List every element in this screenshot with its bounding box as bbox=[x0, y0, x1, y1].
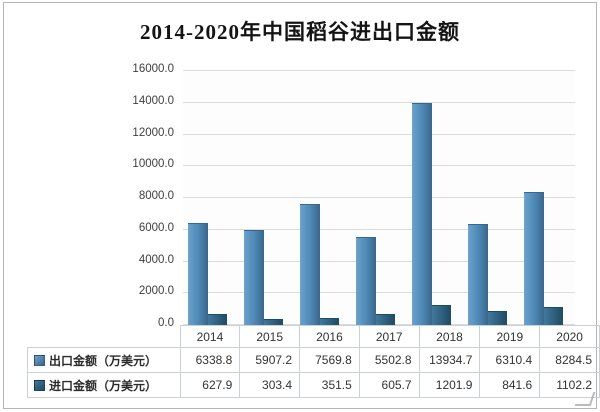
y-tick-label-0.0: 0.0 bbox=[158, 317, 174, 329]
value-import-2016: 351.5 bbox=[299, 372, 360, 398]
value-export-2020: 8284.5 bbox=[539, 347, 600, 373]
bar-export-2020 bbox=[524, 192, 544, 325]
value-import-2020: 1102.2 bbox=[539, 372, 600, 398]
y-tick-label-14000.0: 14000.0 bbox=[132, 94, 174, 107]
bar-import-2014 bbox=[208, 314, 227, 325]
bar-export-2019 bbox=[468, 224, 488, 325]
y-tick-label-2000.0: 2000.0 bbox=[138, 285, 174, 298]
gridline-16000.0 bbox=[183, 70, 575, 71]
value-import-2014: 627.9 bbox=[179, 372, 241, 398]
gridline-2000.0 bbox=[183, 292, 575, 293]
value-export-2014: 6338.8 bbox=[179, 347, 241, 373]
value-export-2016: 7569.8 bbox=[299, 347, 360, 373]
bar-export-2016 bbox=[300, 204, 320, 325]
value-import-2017: 605.7 bbox=[358, 372, 420, 398]
bar-import-2020 bbox=[544, 307, 563, 325]
table-row-import: 进口金额（万美元） 627.9 303.4 351.5 605.7 1201.9 841.6… bbox=[27, 372, 600, 398]
chart-data-table: 2014 2015 2016 2017 2018 2019 2020 出口金额（万美元） 633… bbox=[27, 325, 600, 398]
year-label-2015: 2015 bbox=[239, 325, 301, 348]
table-corner-blank bbox=[28, 326, 181, 348]
bar-export-2018 bbox=[412, 103, 432, 325]
gridline-6000.0 bbox=[183, 229, 575, 230]
year-label-2014: 2014 bbox=[179, 325, 241, 348]
year-label-2019: 2019 bbox=[479, 325, 541, 348]
bar-export-2014 bbox=[188, 223, 208, 325]
value-import-2019: 841.6 bbox=[479, 372, 541, 398]
bar-import-2019 bbox=[488, 311, 507, 325]
gridline-12000.0 bbox=[183, 134, 575, 135]
bar-export-2017 bbox=[356, 237, 376, 325]
y-tick-label-6000.0: 6000.0 bbox=[138, 221, 174, 234]
table-row-years: 2014 2015 2016 2017 2018 2019 2020 bbox=[28, 325, 600, 348]
bar-import-2015 bbox=[264, 319, 283, 325]
year-label-2016: 2016 bbox=[299, 325, 360, 348]
gridline-14000.0 bbox=[183, 102, 575, 103]
y-tick-label-8000.0: 8000.0 bbox=[138, 190, 174, 202]
value-export-2017: 5502.8 bbox=[358, 347, 420, 373]
y-tick-label-12000.0: 12000.0 bbox=[132, 126, 174, 139]
bar-import-2018 bbox=[432, 305, 451, 325]
chart-title: 2014-2020年中国稻谷进出口金额 bbox=[140, 20, 460, 44]
table-row-export: 出口金额（万美元） 6338.8 5907.2 7569.8 5502.8 13934.7… bbox=[27, 347, 600, 373]
gridline-4000.0 bbox=[183, 261, 575, 262]
value-import-2015: 303.4 bbox=[239, 372, 301, 398]
value-export-2015: 5907.2 bbox=[239, 347, 301, 373]
bar-import-2016 bbox=[320, 318, 339, 325]
year-label-2018: 2018 bbox=[418, 325, 481, 348]
year-label-2017: 2017 bbox=[358, 325, 420, 348]
bar-export-2015 bbox=[244, 230, 264, 325]
legend-swatch-import bbox=[34, 379, 45, 391]
year-label-2020: 2020 bbox=[539, 325, 600, 348]
series-label-export: 出口金额（万美元） bbox=[27, 347, 181, 373]
series-label-import: 进口金额（万美元） bbox=[27, 372, 181, 398]
y-tick-label-16000.0: 16000.0 bbox=[132, 63, 174, 75]
value-export-2019: 6310.4 bbox=[479, 347, 541, 373]
gridline-10000.0 bbox=[183, 165, 575, 166]
y-tick-label-4000.0: 4000.0 bbox=[138, 253, 174, 266]
gridline-8000.0 bbox=[183, 197, 575, 198]
value-import-2018: 1201.9 bbox=[418, 372, 481, 398]
legend-swatch-export bbox=[34, 354, 45, 366]
bar-import-2017 bbox=[376, 314, 395, 325]
value-export-2018: 13934.7 bbox=[418, 347, 481, 373]
y-tick-label-10000.0: 10000.0 bbox=[132, 158, 174, 171]
plot-area bbox=[183, 70, 575, 325]
